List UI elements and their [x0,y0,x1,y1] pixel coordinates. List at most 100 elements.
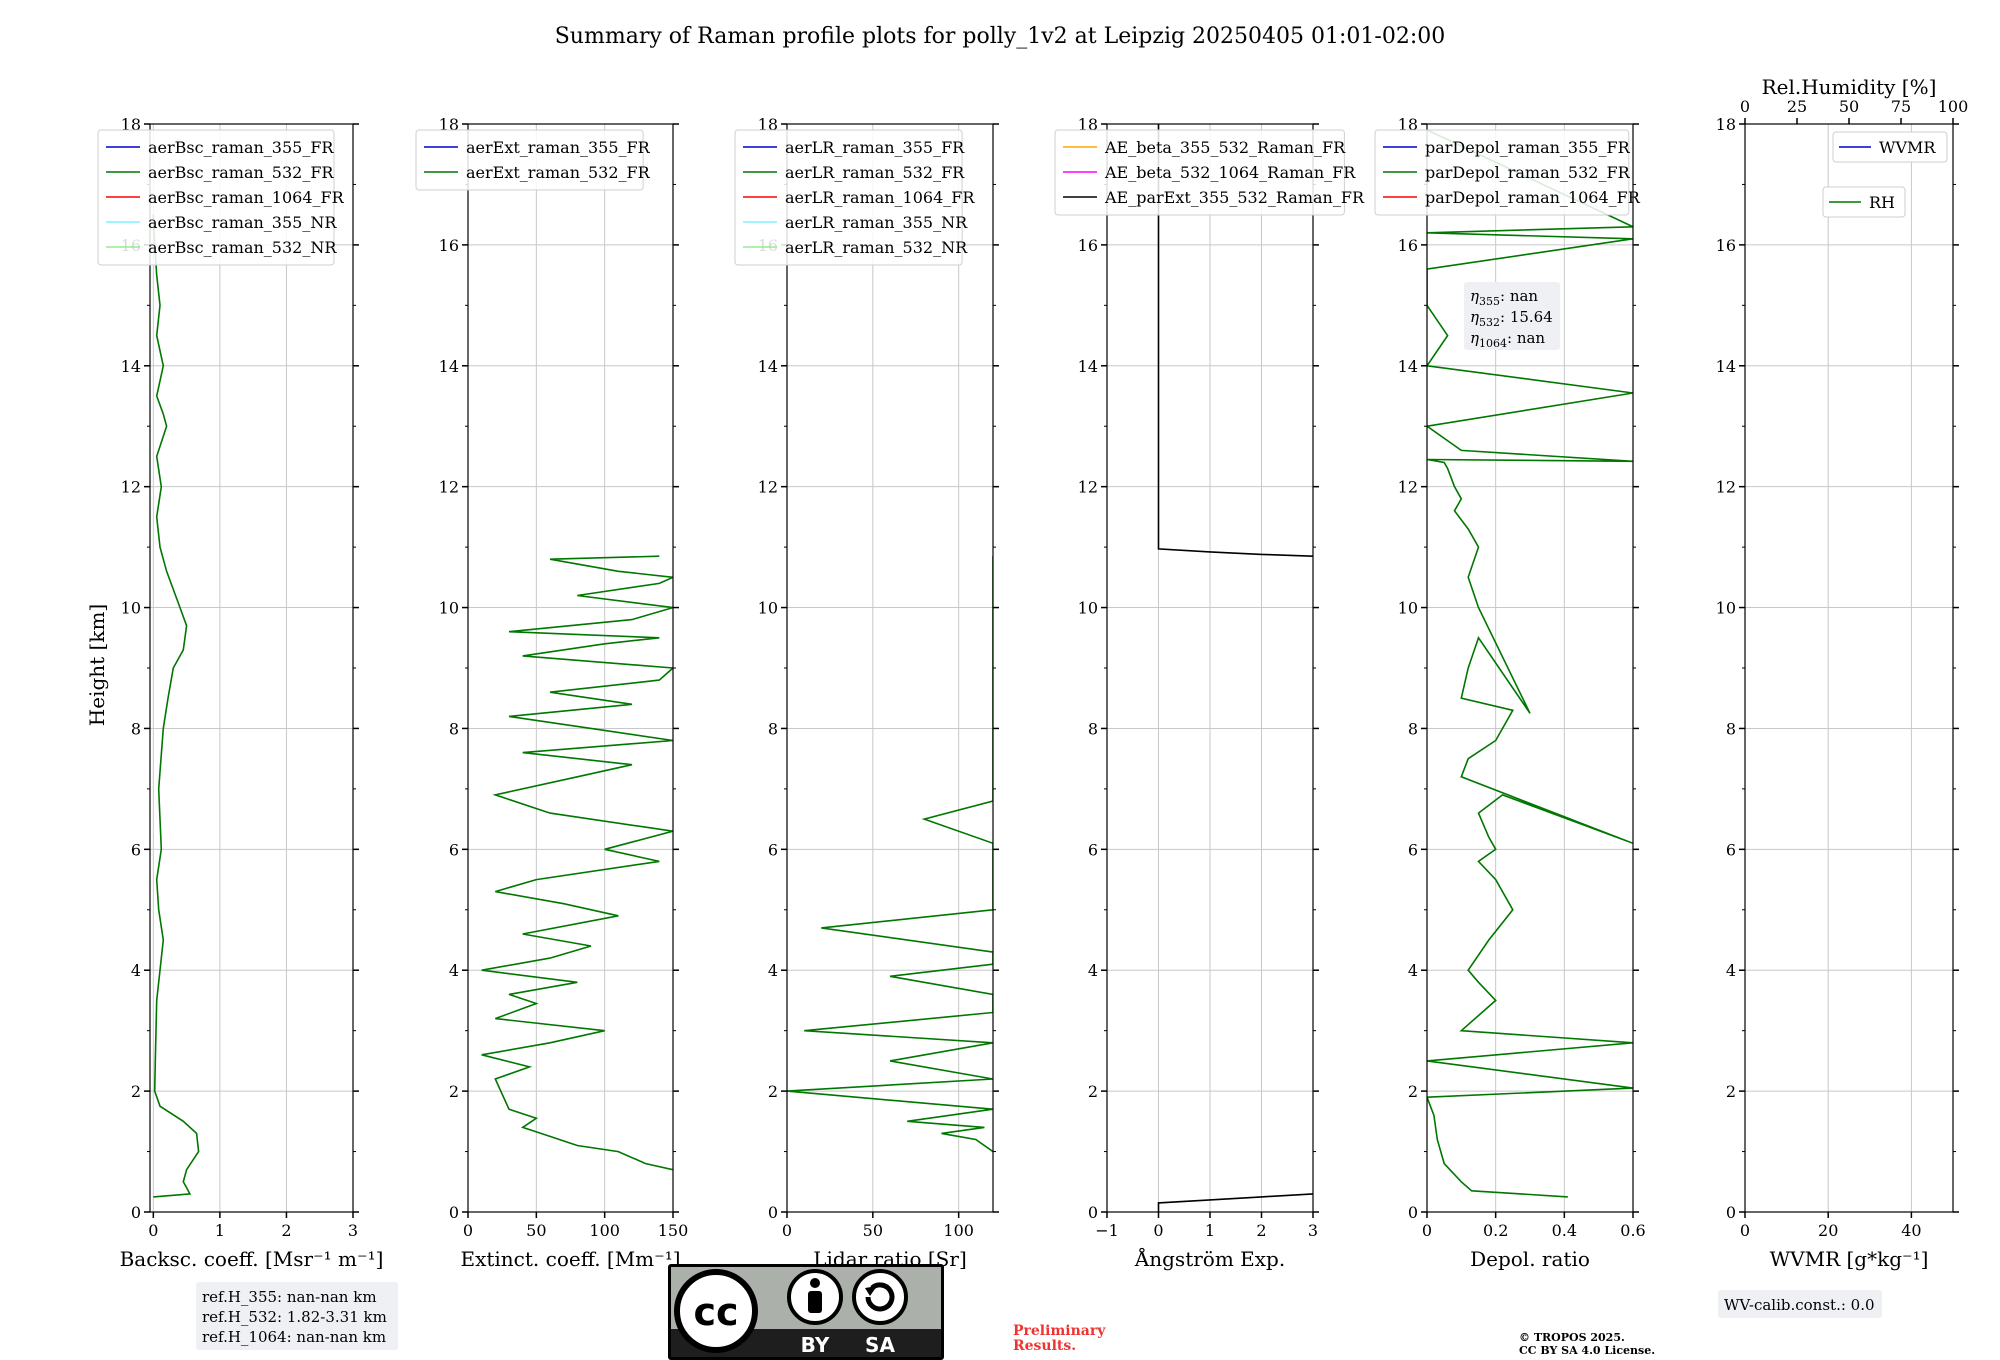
x-tick-label: 2 [281,1221,291,1240]
legend-label: aerExt_raman_532_FR [466,163,651,182]
series-line-2 [481,555,673,1171]
y-tick-label: 4 [1726,961,1736,980]
x-tick-label: 0 [463,1221,473,1240]
y-tick-label: 14 [1078,357,1098,376]
y-tick-label: 14 [1398,357,1418,376]
plot-frame [467,123,674,1213]
panel-3: 024681012141618050100Lidar ratio [Sr]aer… [734,115,999,1271]
legend-box [734,129,963,266]
legend-label: AE_beta_355_532_Raman_FR [1104,138,1346,157]
y-tick-label: 4 [768,961,778,980]
plot-frame [149,123,354,1213]
x2-tick-label: 75 [1891,97,1911,116]
legend-label: parDepol_raman_1064_FR [1425,188,1641,207]
y-tick-label: 12 [1078,478,1098,497]
x-tick-label: 50 [863,1221,883,1240]
x-axis-title: Backsc. coeff. [Msr⁻¹ m⁻¹] [120,1247,384,1271]
legend-label: aerBsc_raman_1064_FR [148,188,345,207]
x2-tick-label: 0 [1740,97,1750,116]
wv-calib-box: WV-calib.const.: 0.0 [1718,1290,1882,1318]
x-tick-label: 3 [1308,1221,1318,1240]
eta-532: η532: 15.64 [1470,308,1553,329]
legend-label: AE_beta_532_1064_Raman_FR [1104,163,1356,182]
x-tick-label: 100 [943,1221,974,1240]
eta-1064: η1064: nan [1470,329,1545,350]
ref-h-1064: ref.H_1064: nan-nan km [202,1328,386,1346]
y-tick-label: 2 [768,1082,778,1101]
sa-share-icon [852,1269,908,1325]
x-tick-label: 1 [215,1221,225,1240]
y-tick-label: 10 [758,599,778,618]
y-tick-label: 0 [449,1203,459,1222]
x-tick-label: 0 [148,1221,158,1240]
x-tick-label: 0 [1422,1221,1432,1240]
y-tick-label: 10 [121,599,141,618]
y-tick-label: 12 [439,478,459,497]
y-tick-label: 4 [1088,961,1098,980]
y-tick-label: 2 [1726,1082,1736,1101]
x2-tick-label: 100 [1938,97,1969,116]
x-axis-title: Depol. ratio [1470,1247,1590,1271]
series-line-2 [1427,129,1633,1198]
y-tick-label: 18 [758,115,778,134]
y-tick-label: 2 [131,1082,141,1101]
y-tick-label: 14 [439,357,459,376]
copyright-line-1: © TROPOS 2025. [1519,1331,1625,1344]
y-tick-label: 12 [121,478,141,497]
x-tick-label: 150 [658,1221,689,1240]
cc-license-badge: cc BY SA [668,1264,944,1360]
y-tick-label: 18 [1398,115,1418,134]
x-tick-label: 20 [1818,1221,1838,1240]
x-tick-label: 0.2 [1483,1221,1508,1240]
y-tick-label: 16 [1398,236,1418,255]
eta-annotation-box [1464,282,1560,350]
copyright-line-2: CC BY SA 4.0 License. [1519,1344,1655,1357]
by-label: BY [801,1333,830,1357]
preliminary-line-1: Preliminary [1013,1323,1106,1339]
legend-box [415,129,644,191]
y-tick-label: 2 [449,1082,459,1101]
legend-box [1374,129,1630,216]
ref-heights-box: ref.H_355: nan-nan km ref.H_532: 1.82-3.… [196,1282,398,1350]
y-tick-label: 0 [768,1203,778,1222]
x-tick-label: 1 [1205,1221,1215,1240]
y-tick-label: 16 [1716,236,1736,255]
legend-label: aerExt_raman_355_FR [466,138,651,157]
legend-label: aerLR_raman_355_FR [785,138,965,157]
y-tick-label: 10 [1716,599,1736,618]
y-tick-label: 10 [1398,599,1418,618]
y-tick-label: 14 [121,357,141,376]
ref-h-532: ref.H_532: 1.82-3.31 km [202,1308,387,1326]
x-tick-label: 3 [348,1221,358,1240]
legend-label: aerLR_raman_532_FR [785,163,965,182]
plot-frame [1744,123,1954,1213]
y-tick-label: 18 [121,115,141,134]
legend-box [1832,131,1948,163]
y-tick-label: 2 [1088,1082,1098,1101]
x-tick-label: 0 [1153,1221,1163,1240]
series-line-4 [1157,124,1313,557]
figure-title: Summary of Raman profile plots for polly… [555,24,1446,49]
wv-calib-text: WV-calib.const.: 0.0 [1724,1296,1875,1314]
legend-label: parDepol_raman_532_FR [1425,163,1631,182]
y-tick-label: 0 [131,1203,141,1222]
y-tick-label: 4 [131,961,141,980]
y-tick-label: 4 [1408,961,1418,980]
panel-2: 0 2 4 6 8 10 12 14 16 18 0 50 100 150 Extinct. coeff. … [415,115,689,1271]
eta-355: η355: nan [1470,287,1538,308]
y-tick-label: 10 [439,599,459,618]
y-tick-label: 6 [449,840,459,859]
y-tick-label: 18 [1078,115,1098,134]
y-tick-label: 8 [449,719,459,738]
x-axis-title: WVMR [g*kg⁻¹] [1770,1247,1929,1271]
legend-label: RH [1869,193,1895,212]
x-tick-label: 0 [1740,1221,1750,1240]
x-tick-label: 0 [782,1221,792,1240]
y-tick-label: 6 [131,840,141,859]
y-tick-label: 0 [1726,1203,1736,1222]
y-tick-label: 14 [758,357,778,376]
legend-label: parDepol_raman_355_FR [1425,138,1631,157]
y-tick-label: 4 [449,961,459,980]
